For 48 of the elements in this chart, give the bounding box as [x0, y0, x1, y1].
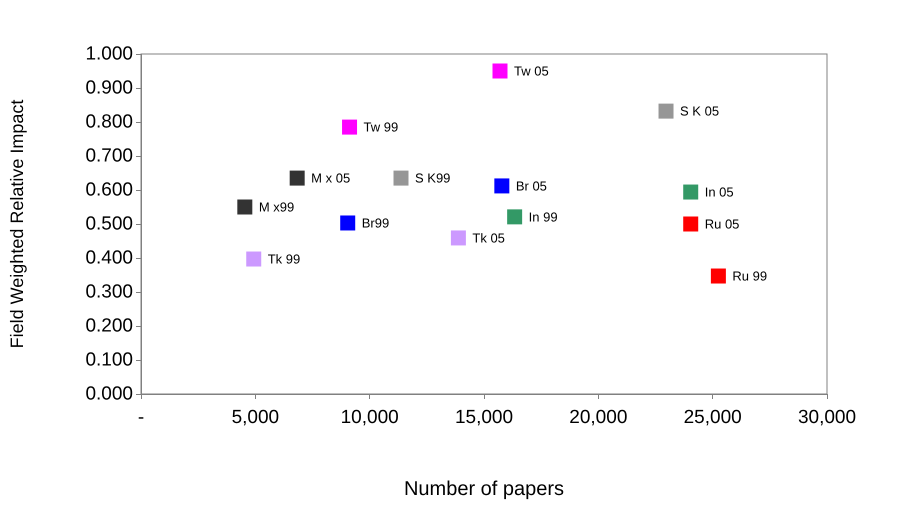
- y-tick-label: 1.000: [85, 44, 133, 64]
- point: [710, 268, 726, 284]
- annotation: Tk 99: [268, 252, 300, 267]
- point: [393, 170, 408, 186]
- y-tick-label: 0.500: [85, 214, 133, 234]
- point: [290, 170, 305, 186]
- point: [246, 252, 262, 267]
- annotation: Ru 99: [732, 268, 768, 284]
- point: [658, 104, 674, 119]
- y-tick-label: 0.400: [85, 248, 133, 268]
- x-tick-label: 15,000: [454, 407, 514, 428]
- y-tick-label: 0.000: [85, 384, 133, 404]
- point: [492, 64, 508, 78]
- x-tick-label: 5,000: [232, 407, 280, 428]
- y-tick-label: 0.200: [85, 316, 133, 336]
- y-tick-label: 0.600: [85, 180, 133, 200]
- annotation: Tw 05: [514, 64, 549, 78]
- y-tick-label: 0.900: [85, 78, 133, 98]
- y-tick-label: 0.100: [85, 350, 133, 370]
- annotation: M x 05: [311, 170, 350, 186]
- y-tick-label: 0.300: [85, 282, 133, 302]
- annotation: In 99: [528, 209, 558, 224]
- point: [237, 200, 252, 214]
- y-tick-label: 0.800: [85, 112, 133, 132]
- x-tick-label: 10,000: [340, 407, 399, 428]
- x-tick-label: 30,000: [798, 407, 856, 428]
- point: [683, 184, 698, 200]
- x-tick-label: 20,000: [569, 407, 628, 428]
- x-tick-label: -: [138, 407, 144, 428]
- annotation: S K99: [414, 170, 450, 186]
- annotation: Ru 05: [704, 216, 740, 232]
- y-axis-title: Field Weighted Relative Impact: [7, 100, 27, 348]
- point: [507, 209, 522, 224]
- x-tick-label: 25,000: [684, 407, 742, 428]
- y-tick-label: 0.700: [85, 146, 133, 166]
- annotation: M x99: [258, 200, 294, 214]
- annotation: Br 05: [516, 178, 547, 194]
- annotation: S K 05: [680, 104, 720, 119]
- point: [494, 178, 510, 194]
- annotation: Br99: [362, 215, 390, 230]
- annotation: Tk 05: [472, 230, 505, 246]
- point: [342, 120, 358, 135]
- annotation: Tw 99: [364, 120, 398, 135]
- x-axis-title: Number of papers: [404, 478, 564, 500]
- point: [450, 230, 466, 246]
- annotation: In 05: [704, 184, 734, 200]
- point: [683, 216, 698, 232]
- point: [340, 215, 356, 230]
